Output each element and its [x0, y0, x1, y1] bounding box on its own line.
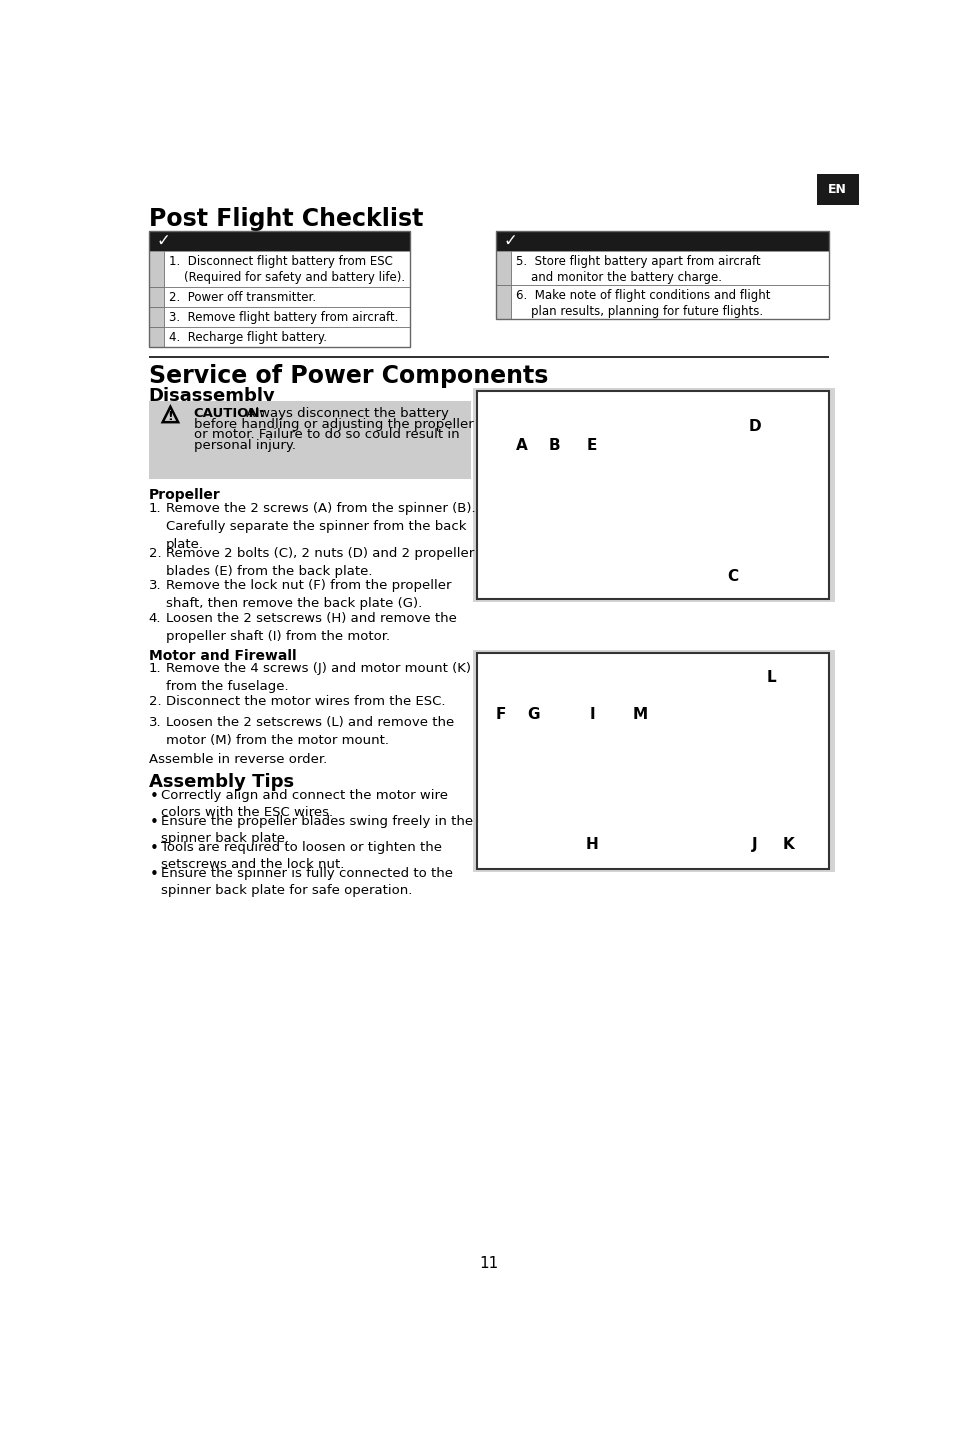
Text: •: • [150, 815, 159, 831]
Text: Disconnect the motor wires from the ESC.: Disconnect the motor wires from the ESC. [166, 694, 445, 707]
Text: K: K [782, 836, 794, 852]
Bar [164, 286, 410, 306]
Bar [511, 251, 828, 285]
Text: C: C [727, 569, 738, 584]
Text: 3.  Remove flight battery from aircraft.: 3. Remove flight battery from aircraft. [169, 311, 397, 324]
Text: personal injury.: personal injury. [193, 439, 295, 452]
Text: 4.  Recharge flight battery.: 4. Recharge flight battery. [169, 331, 327, 344]
Text: G: G [526, 707, 538, 722]
Bar [476, 653, 828, 868]
Text: E: E [586, 439, 597, 453]
Text: Assemble in reverse order.: Assemble in reverse order. [149, 754, 327, 767]
Text: Remove the lock nut (F) from the propeller
shaft, then remove the back plate (G): Remove the lock nut (F) from the propell… [166, 579, 451, 610]
Bar [164, 306, 410, 327]
Text: ✓: ✓ [503, 232, 517, 250]
Text: 5.  Store flight battery apart from aircraft
    and monitor the battery charge.: 5. Store flight battery apart from aircr… [516, 256, 760, 285]
Text: 6.  Make note of flight conditions and flight
    plan results, planning for fut: 6. Make note of flight conditions and fl… [516, 289, 770, 318]
Bar [472, 388, 835, 603]
Text: H: H [585, 836, 598, 852]
Text: Motor and Firewall: Motor and Firewall [149, 649, 296, 662]
Text: Disassembly: Disassembly [149, 386, 275, 405]
Text: ✓: ✓ [156, 232, 171, 250]
Bar [496, 285, 511, 319]
Text: Ensure the propeller blades swing freely in the
spinner back plate.: Ensure the propeller blades swing freely… [161, 815, 473, 845]
Text: Tools are required to loosen or tighten the
setscrews and the lock nut.: Tools are required to loosen or tighten … [161, 841, 441, 871]
Text: 3.: 3. [149, 579, 161, 592]
Bar [149, 231, 410, 251]
Text: EN: EN [827, 183, 846, 196]
Text: Assembly Tips: Assembly Tips [149, 774, 294, 791]
Bar [149, 231, 410, 347]
Text: Loosen the 2 setscrews (L) and remove the
motor (M) from the motor mount.: Loosen the 2 setscrews (L) and remove th… [166, 716, 454, 748]
Text: Remove the 4 screws (J) and motor mount (K)
from the fuselage.: Remove the 4 screws (J) and motor mount … [166, 662, 470, 694]
Text: Remove 2 bolts (C), 2 nuts (D) and 2 propeller
blades (E) from the back plate.: Remove 2 bolts (C), 2 nuts (D) and 2 pro… [166, 547, 474, 578]
Text: Post Flight Checklist: Post Flight Checklist [149, 206, 422, 231]
Text: Service of Power Components: Service of Power Components [149, 363, 548, 388]
Bar [164, 327, 410, 347]
Text: Remove the 2 screws (A) from the spinner (B).
Carefully separate the spinner fro: Remove the 2 screws (A) from the spinner… [166, 502, 475, 552]
Text: J: J [751, 836, 757, 852]
Bar [496, 231, 828, 319]
Text: 4.: 4. [149, 611, 161, 624]
Bar [149, 327, 164, 347]
Text: 2.  Power off transmitter.: 2. Power off transmitter. [169, 290, 315, 303]
Text: Loosen the 2 setscrews (H) and remove the
propeller shaft (I) from the motor.: Loosen the 2 setscrews (H) and remove th… [166, 611, 456, 643]
Text: Always disconnect the battery: Always disconnect the battery [241, 407, 448, 420]
Text: 1.: 1. [149, 502, 161, 515]
Text: M: M [632, 707, 647, 722]
Bar [149, 286, 164, 306]
Text: •: • [150, 788, 159, 804]
Text: !: ! [168, 411, 173, 424]
Bar [496, 251, 511, 285]
Text: I: I [589, 707, 594, 722]
Text: 11: 11 [478, 1256, 498, 1270]
Text: before handling or adjusting the propeller: before handling or adjusting the propell… [193, 418, 473, 431]
Bar [149, 306, 164, 327]
Text: Propeller: Propeller [149, 488, 220, 502]
Bar [816, 174, 858, 205]
Text: Correctly align and connect the motor wire
colors with the ESC wires.: Correctly align and connect the motor wi… [161, 788, 448, 819]
Text: B: B [548, 439, 560, 453]
Text: D: D [748, 418, 760, 434]
Bar [496, 231, 828, 251]
Text: 3.: 3. [149, 716, 161, 729]
Text: A: A [516, 439, 528, 453]
Text: F: F [495, 707, 505, 722]
Bar [149, 356, 828, 357]
Text: L: L [766, 671, 776, 685]
Text: CAUTION:: CAUTION: [193, 407, 265, 420]
Bar [476, 392, 828, 600]
Text: 1.: 1. [149, 662, 161, 675]
Bar [164, 251, 410, 286]
Text: 1.  Disconnect flight battery from ESC
    (Required for safety and battery life: 1. Disconnect flight battery from ESC (R… [169, 256, 405, 285]
Text: or motor. Failure to do so could result in: or motor. Failure to do so could result … [193, 428, 458, 441]
Text: •: • [150, 867, 159, 883]
Bar [472, 650, 835, 871]
Bar [149, 401, 471, 479]
Text: •: • [150, 841, 159, 857]
Text: 2.: 2. [149, 547, 161, 560]
Bar [511, 285, 828, 319]
Text: 2.: 2. [149, 694, 161, 707]
Text: Ensure the spinner is fully connected to the
spinner back plate for safe operati: Ensure the spinner is fully connected to… [161, 867, 453, 897]
Bar [149, 251, 164, 286]
